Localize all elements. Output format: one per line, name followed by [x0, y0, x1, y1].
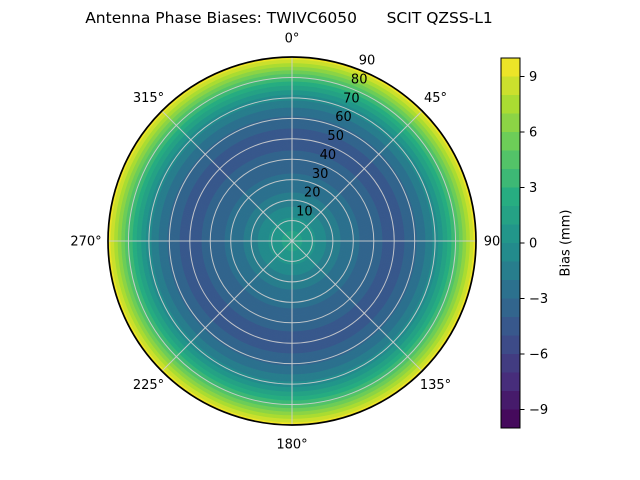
angle-tick-label: 180°: [276, 438, 307, 453]
grid-circle: [189, 138, 395, 344]
colorbar-segment: [501, 132, 520, 151]
colorbar-tick-label: 3: [529, 181, 537, 196]
colorbar-segment: [501, 409, 520, 429]
colorbar-tick-label: −6: [529, 348, 548, 363]
angle-tick-label: 45°: [424, 91, 447, 106]
radial-tick-label: 20: [304, 186, 321, 201]
colorbar-segment: [501, 243, 520, 262]
grid-spoke: [161, 240, 293, 372]
angle-tick-label: 315°: [133, 91, 164, 106]
angle-tick-label: 0°: [285, 32, 300, 47]
angle-tick-label: 90: [484, 235, 501, 250]
colorbar-segment: [501, 354, 520, 373]
colorbar-segment: [501, 335, 520, 355]
colorbar-segment: [501, 224, 520, 244]
colorbar-tick-label: 6: [529, 126, 537, 141]
grid-circle: [250, 199, 334, 283]
colorbar-segment: [501, 317, 520, 336]
colorbar-segment: [501, 113, 520, 133]
grid-spoke: [161, 110, 293, 242]
radial-tick-label: 90: [359, 53, 376, 68]
colorbar-segment: [501, 150, 520, 170]
polar-boundary: [107, 56, 477, 426]
grid-circle: [230, 179, 354, 303]
angle-tick-label: 135°: [420, 378, 451, 393]
colorbar-segment: [501, 95, 520, 114]
grid-circle: [209, 158, 375, 324]
radial-tick-label: 70: [343, 91, 360, 106]
radial-tick-label: 60: [335, 110, 352, 125]
plot-outline: [107, 56, 477, 426]
angle-tick-label: 225°: [133, 378, 164, 393]
grid-spoke: [291, 240, 423, 372]
colorbar-tick-label: −3: [529, 292, 548, 307]
grid-circle: [148, 97, 436, 385]
colorbar-segment: [501, 58, 520, 77]
grid-spoke: [291, 110, 423, 242]
angle-tick-label: 270°: [70, 235, 101, 250]
grid-circle: [168, 117, 416, 365]
grid-circle: [127, 76, 457, 406]
axis-labels: 0° 45° 90 135° 180° 225° 270° 315° 10 20 30 40 50 60 7…: [70, 32, 500, 453]
polar-grid: [108, 57, 476, 425]
colorbar: 9 6 3 0 −3 −6 −9 Bias (mm): [500, 57, 574, 429]
colorbar-segment: [501, 261, 520, 281]
colorbar-tick-label: −9: [529, 403, 548, 418]
colorbar-axis-label: Bias (mm): [559, 210, 574, 277]
colorbar-segment: [501, 76, 520, 96]
chart-title: Antenna Phase Biases: TWIVC6050 SCIT QZS…: [85, 9, 493, 27]
radial-tick-label: 10: [296, 205, 313, 220]
colorbar-segment: [501, 169, 520, 188]
colorbar-tick-label: 9: [529, 70, 537, 85]
colorbar-segment: [501, 372, 520, 392]
colorbar-segment: [501, 391, 520, 410]
colorbar-segment: [501, 206, 520, 225]
radial-tick-label: 40: [320, 148, 337, 163]
radial-tick-label: 50: [327, 129, 344, 144]
radial-tick-label: 80: [351, 72, 368, 87]
grid-circle: [271, 220, 313, 262]
radial-tick-label: 30: [312, 167, 329, 182]
colorbar-segment: [501, 280, 520, 299]
colorbar-segment: [501, 187, 520, 207]
colorbar-segment: [501, 298, 520, 318]
colorbar-tick-label: 0: [529, 237, 537, 252]
